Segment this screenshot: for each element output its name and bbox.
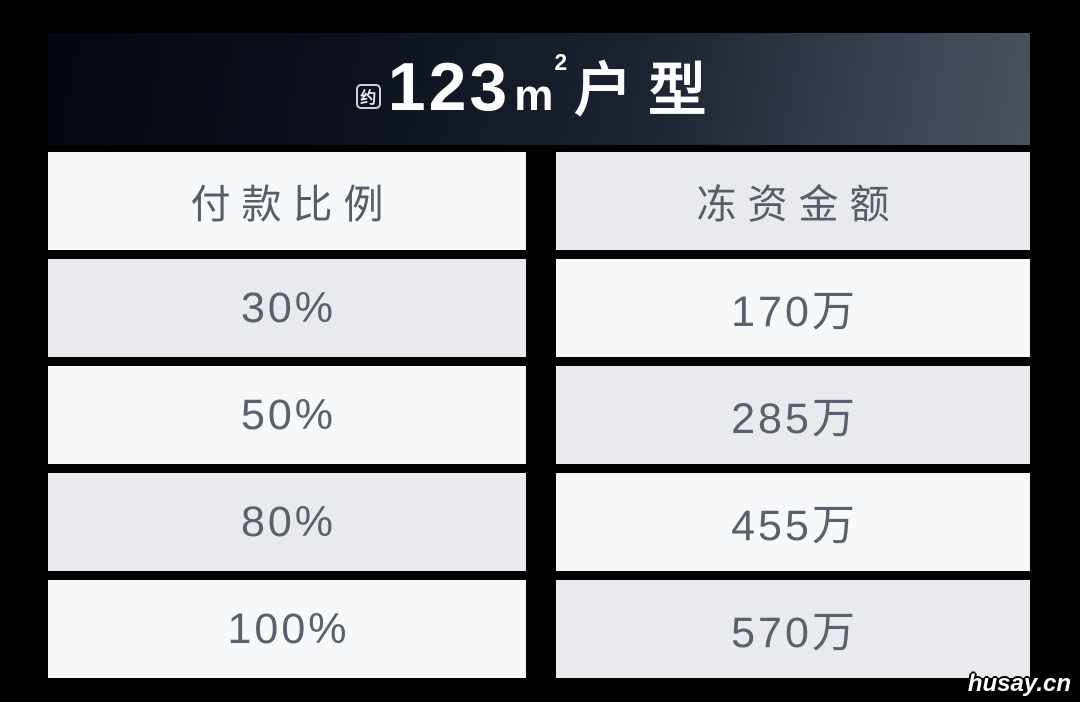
area-unit: m2	[514, 51, 567, 120]
title-banner: 约 123 m2 户型	[48, 33, 1030, 145]
table-cell-ratio-row3: 80%	[48, 473, 526, 571]
table-cell-ratio-row4: 100%	[48, 580, 526, 678]
approx-badge: 约	[355, 83, 381, 109]
unit-base: m	[514, 71, 554, 120]
table-cell-ratio-row1: 30%	[48, 259, 526, 357]
column-header-payment-ratio: 付款比例	[48, 152, 526, 250]
title-suffix: 户型	[574, 58, 723, 123]
unit-exponent: 2	[554, 49, 568, 76]
area-number: 123	[387, 49, 511, 125]
watermark: husay.cn	[967, 670, 1071, 697]
table-cell-amount-row3: 455万	[556, 473, 1030, 571]
payment-table: 付款比例 冻资金额 30% 170万 50% 285万 80% 455万 100…	[48, 152, 1030, 678]
table-cell-amount-row1: 170万	[556, 259, 1030, 357]
table-cell-amount-row4: 570万	[556, 580, 1030, 678]
table-cell-ratio-row2: 50%	[48, 366, 526, 464]
table-cell-amount-row2: 285万	[556, 366, 1030, 464]
column-header-frozen-amount: 冻资金额	[556, 152, 1030, 250]
